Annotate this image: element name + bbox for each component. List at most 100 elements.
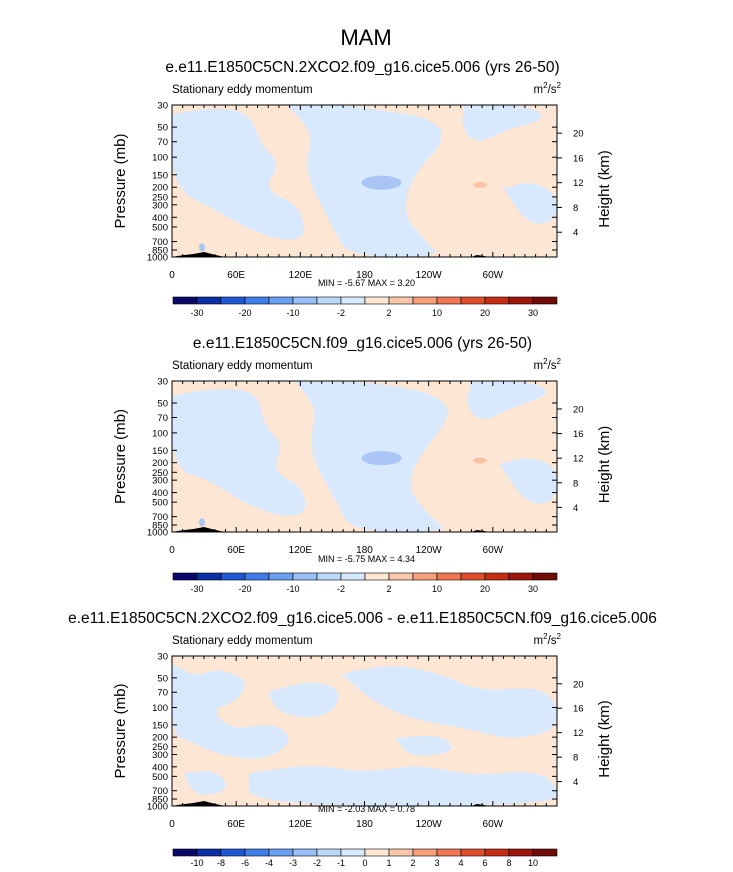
colorbar-box — [292, 572, 318, 581]
min-max-text: MIN = -2.03 MAX = 0.78 — [318, 804, 415, 814]
colorbar-box — [196, 848, 222, 857]
min-max-text: MIN = -5.67 MAX = 3.20 — [318, 278, 415, 288]
colorbar-box — [484, 572, 510, 581]
colorbar-label: -2 — [337, 308, 345, 318]
panels: e.e11.E1850C5CN.2XCO2.f09_g16.cice5.006 … — [68, 59, 657, 868]
colorbar-label: 2 — [410, 858, 415, 868]
colorbar-box — [484, 848, 510, 857]
colorbar-box — [436, 848, 462, 857]
height-tick-label: 16 — [573, 153, 584, 164]
lon-tick-label: 120W — [416, 819, 443, 830]
pressure-tick-label: 1000 — [147, 802, 168, 813]
pressure-tick-label: 400 — [152, 762, 168, 773]
colorbar-label: -10 — [190, 858, 203, 868]
lon-tick-label: 0 — [169, 545, 175, 556]
colorbar-label: -20 — [238, 308, 251, 318]
lon-tick-label: 60E — [227, 270, 245, 281]
colorbar-box — [340, 296, 366, 305]
topography-asia — [172, 527, 226, 532]
colorbar-box — [172, 296, 198, 305]
colorbar-box — [292, 296, 318, 305]
contour-fill-negative-1 — [172, 389, 306, 516]
topography-asia — [172, 252, 226, 257]
lon-tick-label: 0 — [169, 819, 175, 830]
colorbar-box — [196, 572, 222, 581]
colorbar-box — [220, 848, 246, 857]
lon-tick-label: 120W — [416, 545, 443, 556]
contour-small-negative — [198, 518, 205, 527]
height-tick-label: 8 — [573, 203, 578, 214]
height-tick-label: 12 — [573, 728, 584, 739]
colorbar-box — [292, 848, 318, 857]
lon-tick-label: 60E — [227, 819, 245, 830]
pressure-tick-label: 300 — [152, 476, 168, 487]
lon-tick-label: 60W — [483, 270, 504, 281]
pressure-tick-label: 300 — [152, 200, 168, 211]
panel-title: e.e11.E1850C5CN.2XCO2.f09_g16.cice5.006 … — [68, 610, 657, 627]
colorbar-label: 8 — [506, 858, 511, 868]
colorbar-label: 30 — [528, 308, 538, 318]
pressure-tick-label: 1000 — [147, 253, 168, 264]
panel-3: e.e11.E1850C5CN.2XCO2.f09_g16.cice5.006 … — [68, 610, 657, 868]
height-tick-label: 16 — [573, 429, 584, 440]
pressure-tick-label: 850 — [152, 245, 168, 256]
contour-fill-negative-2 — [268, 682, 339, 718]
lon-tick-label: 60W — [483, 545, 504, 556]
lon-tick-label: 120E — [289, 819, 313, 830]
colorbar-label: -30 — [190, 584, 203, 594]
plot-area — [172, 381, 557, 532]
pressure-tick-label: 150 — [152, 446, 168, 457]
height-tick-label: 4 — [573, 228, 578, 239]
lon-tick-label: 180 — [356, 270, 373, 281]
colorbar-box — [436, 296, 462, 305]
colorbar-box — [388, 296, 414, 305]
pressure-tick-label: 200 — [152, 458, 168, 469]
pressure-tick-label: 50 — [157, 398, 168, 409]
colorbar-box — [412, 848, 438, 857]
pressure-tick-label: 400 — [152, 488, 168, 499]
colorbar-label: 4 — [458, 858, 463, 868]
panel-variable-label: Stationary eddy momentum — [172, 84, 313, 96]
lon-tick-label: 180 — [356, 545, 373, 556]
height-tick-label: 16 — [573, 704, 584, 715]
pressure-tick-label: 250 — [152, 742, 168, 753]
colorbar-label: -1 — [337, 858, 345, 868]
contour-fill-negative-3 — [341, 666, 557, 738]
contour-fill-negative-1 — [172, 663, 289, 759]
colorbar-label: -2 — [313, 858, 321, 868]
colorbar-box — [340, 848, 366, 857]
plot-area — [172, 105, 557, 257]
contour-fill-negative-4 — [249, 766, 557, 806]
colorbar-box — [268, 572, 294, 581]
panel-title: e.e11.E1850C5CN.2XCO2.f09_g16.cice5.006 … — [165, 59, 559, 76]
colorbar-box — [532, 572, 558, 581]
ylabel-right: Height (km) — [596, 700, 613, 778]
colorbar-box — [460, 572, 486, 581]
colorbar-label: 10 — [432, 308, 442, 318]
pressure-tick-label: 50 — [157, 123, 168, 134]
pressure-tick-label: 70 — [157, 413, 168, 424]
colorbar-box — [244, 296, 270, 305]
colorbar-label: 20 — [480, 584, 490, 594]
colorbar-label: 1 — [386, 858, 391, 868]
pressure-tick-label: 700 — [152, 512, 168, 523]
height-tick-label: 20 — [573, 404, 584, 415]
colorbar-box — [220, 572, 246, 581]
colorbar-box — [460, 848, 486, 857]
colorbar-box — [268, 296, 294, 305]
colorbar: -30 -20 -10 -2 2 10 20 30 — [172, 296, 558, 318]
height-tick-label: 8 — [573, 753, 578, 764]
height-tick-label: 20 — [573, 679, 584, 690]
lon-tick-label: 120W — [416, 270, 443, 281]
pressure-tick-label: 250 — [152, 468, 168, 479]
panel-title: e.e11.E1850C5CN.f09_g16.cice5.006 (yrs 2… — [193, 335, 532, 352]
lon-tick-label: 0 — [169, 270, 175, 281]
pressure-tick-label: 200 — [152, 733, 168, 744]
colorbar-label: -10 — [286, 308, 299, 318]
height-tick-label: 8 — [573, 478, 578, 489]
topography-asia — [172, 801, 226, 806]
panel-units: m2/s2 — [534, 632, 562, 647]
min-max-text: MIN = -5.75 MAX = 4.34 — [318, 554, 415, 564]
colorbar-box — [316, 848, 342, 857]
